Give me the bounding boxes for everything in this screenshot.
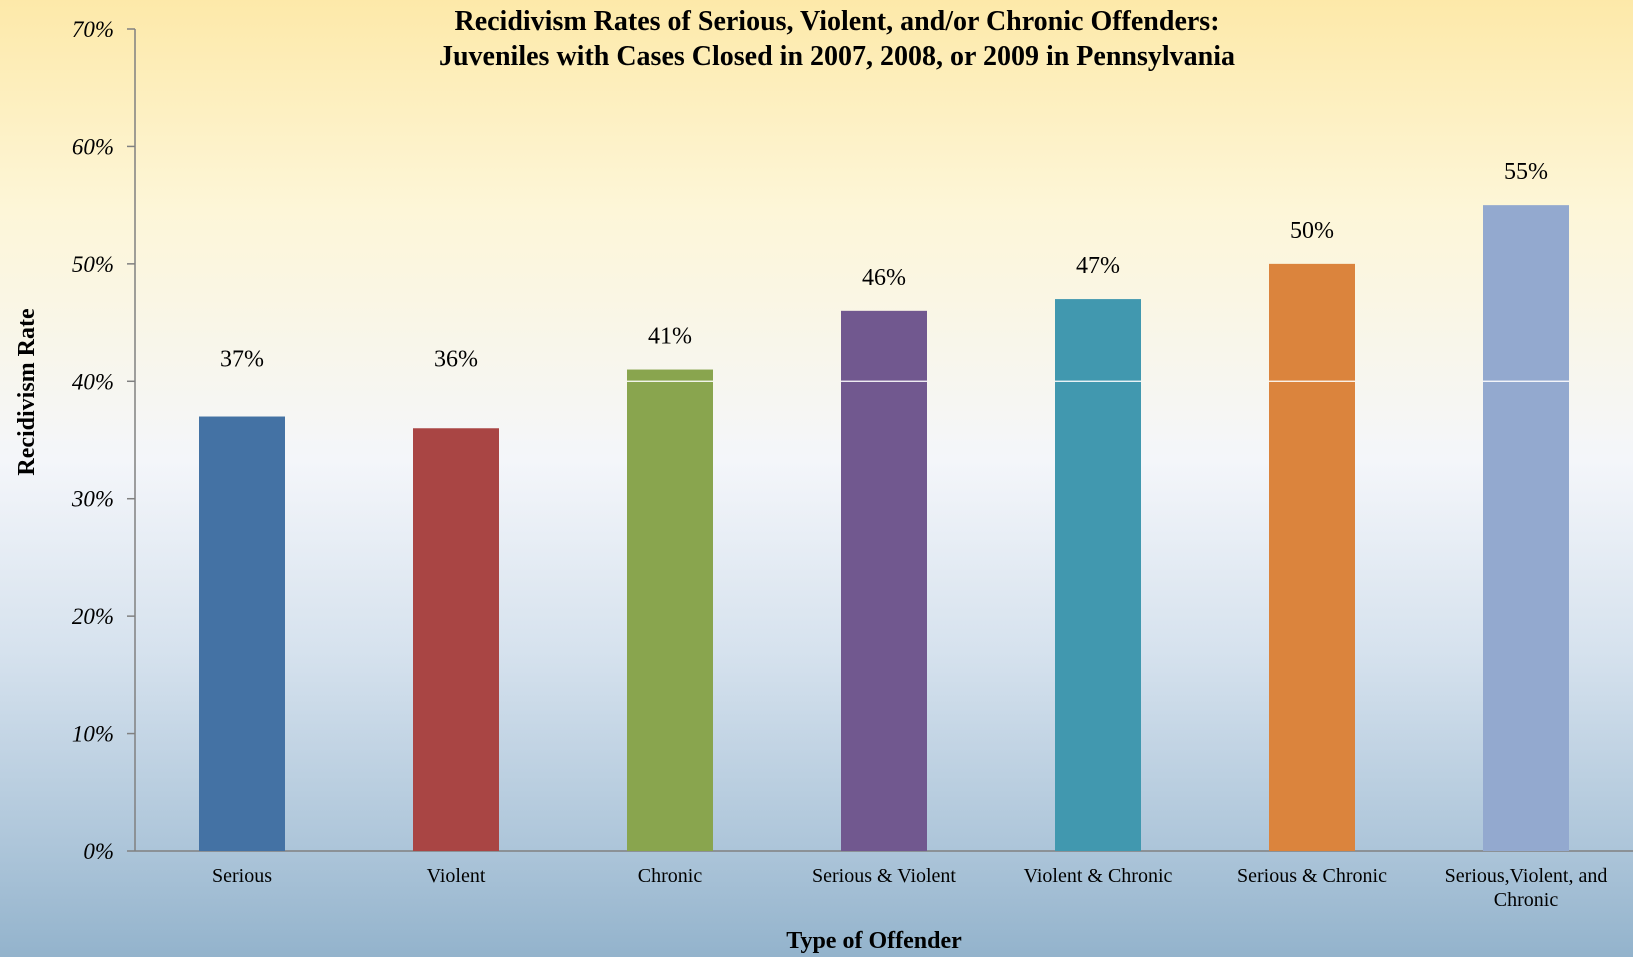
y-tick-label: 70%: [72, 17, 114, 42]
chart-title: Recidivism Rates of Serious, Violent, an…: [439, 6, 1235, 72]
data-label: 41%: [648, 324, 692, 350]
y-tick-label: 20%: [72, 604, 114, 629]
category-label: Serious,Violent, and: [1445, 865, 1608, 887]
y-tick-label: 30%: [71, 487, 114, 512]
category-label: Serious & Chronic: [1237, 865, 1387, 887]
bar: [1055, 299, 1141, 852]
bar: [1483, 205, 1569, 852]
data-label: 37%: [220, 346, 264, 372]
y-tick-label: 40%: [72, 369, 114, 394]
category-label: Serious & Violent: [812, 865, 956, 887]
category-label: Chronic: [638, 865, 703, 887]
chart-title-line-2: Juveniles with Cases Closed in 2007, 200…: [439, 41, 1235, 72]
y-tick-label: 10%: [72, 722, 114, 747]
data-label: 46%: [862, 265, 906, 291]
bar: [627, 369, 713, 851]
category-label: Chronic: [1494, 889, 1559, 911]
y-tick-label: 0%: [83, 839, 114, 864]
chart-title-line-1: Recidivism Rates of Serious, Violent, an…: [454, 6, 1219, 37]
y-tick-label: 60%: [72, 134, 114, 159]
data-label: 55%: [1504, 159, 1548, 185]
category-label: Violent & Chronic: [1024, 865, 1173, 887]
y-axis-title: Recidivism Rate: [14, 308, 40, 476]
bar: [841, 310, 927, 851]
x-axis-title: Type of Offender: [786, 928, 962, 954]
bar: [199, 416, 285, 851]
bar: [1269, 263, 1355, 851]
plot-area: 0% 10% 20% 30% 40% 50% 60% 70% 37% Serious 36% Viol…: [71, 17, 1633, 911]
category-label: Serious: [212, 865, 272, 887]
category-label: Violent: [427, 865, 486, 887]
data-label: 47%: [1076, 253, 1120, 279]
bar: [413, 428, 499, 851]
y-tick-label: 50%: [72, 252, 114, 277]
data-label: 50%: [1290, 218, 1334, 244]
data-label: 36%: [434, 346, 478, 372]
